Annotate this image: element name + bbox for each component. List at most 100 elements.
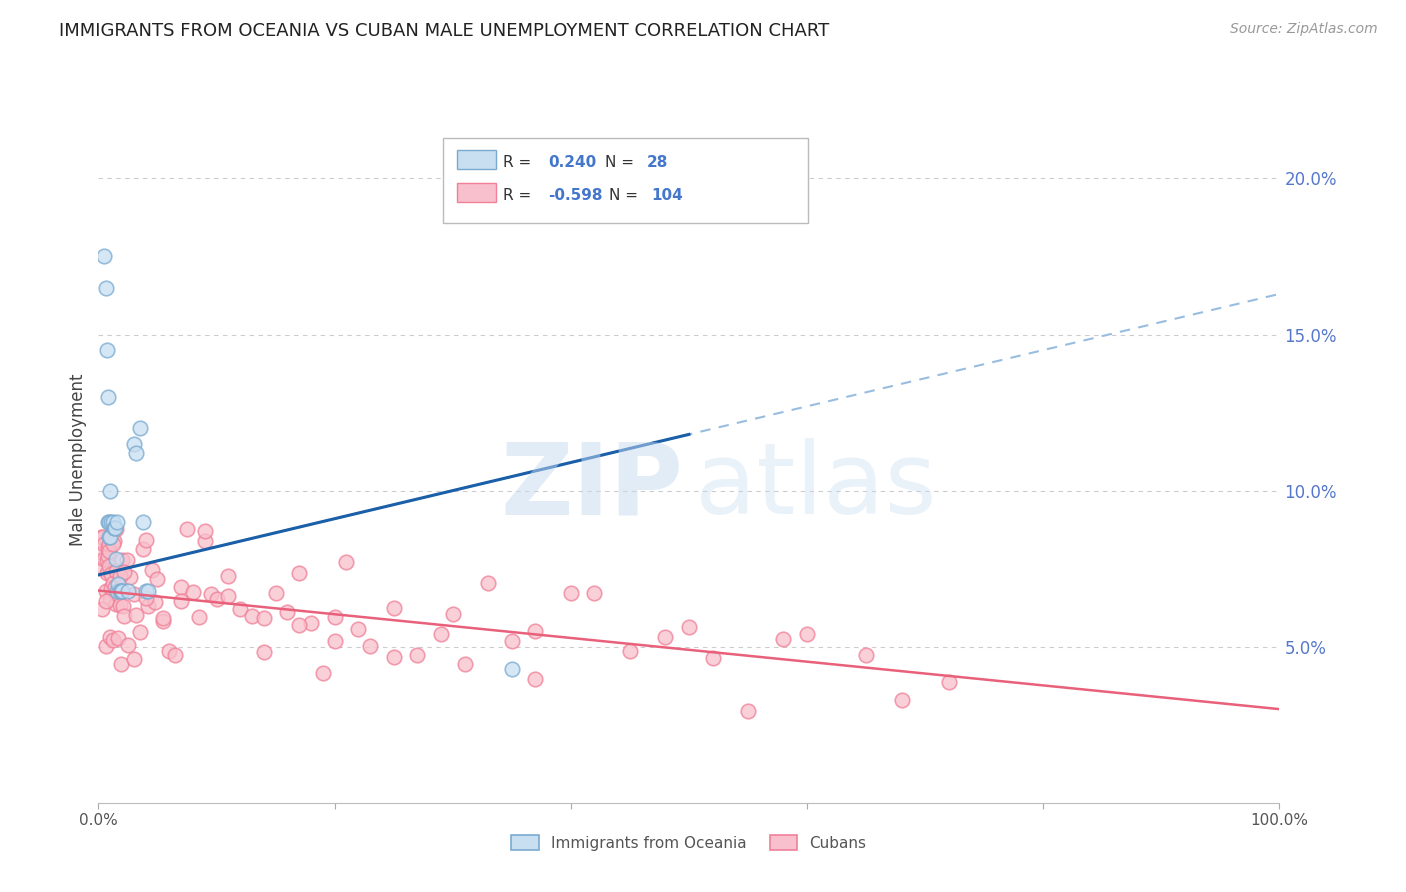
Point [93,552,115,566]
Point [382,601,405,615]
Point [136,583,159,598]
Point [111,553,134,567]
Point [299,616,322,631]
Point [312,665,335,680]
Point [678,620,700,634]
Point [165,648,187,662]
Text: R =: R = [503,188,537,203]
Point [105,565,128,579]
Y-axis label: Male Unemployment: Male Unemployment [69,373,87,546]
Point [101,515,124,529]
Point [132,542,155,557]
Point [100,581,122,595]
Point [170,580,193,594]
Text: -0.598: -0.598 [548,188,603,203]
Point [94,280,117,294]
Point [229,602,252,616]
Point [453,657,475,672]
Point [288,566,311,581]
Point [583,586,606,600]
Point [335,555,357,569]
Point [128,625,150,640]
Text: N =: N = [609,188,643,203]
Point [117,638,139,652]
Point [128,421,150,435]
Point [200,587,222,601]
Point [100,567,122,582]
Point [441,607,464,621]
Point [170,593,193,607]
Point [108,583,131,598]
Point [98,530,121,544]
Text: Source: ZipAtlas.com: Source: ZipAtlas.com [1230,22,1378,37]
Point [430,627,453,641]
Point [105,515,128,529]
Point [264,585,287,599]
Point [152,614,174,628]
Point [157,644,180,658]
Point [152,611,174,625]
Text: 0.240: 0.240 [548,155,596,170]
Point [90,530,112,544]
Point [105,522,128,536]
Point [619,643,641,657]
Text: R =: R = [503,155,537,170]
Point [135,533,157,548]
Point [96,343,118,358]
Point [108,568,131,582]
Point [141,563,163,577]
Point [654,630,676,644]
Point [98,558,121,573]
Point [98,544,121,558]
Point [96,566,118,580]
Point [112,609,135,624]
Point [772,632,794,646]
Point [101,537,124,551]
Point [105,587,128,601]
Point [115,553,138,567]
Point [93,250,115,264]
Text: IMMIGRANTS FROM OCEANIA VS CUBAN MALE UNEMPLOYMENT CORRELATION CHART: IMMIGRANTS FROM OCEANIA VS CUBAN MALE UN… [59,22,830,40]
Point [104,521,127,535]
Text: 28: 28 [647,155,668,170]
Text: ZIP: ZIP [501,438,683,535]
Point [702,651,724,665]
Point [117,583,139,598]
Point [253,645,276,659]
Point [98,592,121,607]
Point [91,562,114,576]
Point [501,633,523,648]
Point [477,575,499,590]
Point [194,534,217,549]
Point [276,606,298,620]
Point [205,592,228,607]
Point [104,580,127,594]
Point [187,610,209,624]
Point [101,576,124,591]
Point [181,584,204,599]
Text: atlas: atlas [695,438,936,535]
Point [323,634,346,648]
Point [125,607,148,622]
Point [112,599,135,613]
Point [107,577,129,591]
Point [125,446,148,460]
Point [524,673,547,687]
Point [105,583,128,598]
Point [91,546,114,560]
Point [94,639,117,653]
Point [94,584,117,599]
Point [382,650,405,665]
Point [91,530,114,544]
Point [524,624,547,638]
Point [143,595,166,609]
Point [100,515,122,529]
Point [105,552,128,566]
Point [112,565,135,579]
Point [560,586,582,600]
Point [94,593,117,607]
Point [501,662,523,676]
Point [855,648,877,662]
Point [97,549,120,564]
Point [97,515,120,529]
